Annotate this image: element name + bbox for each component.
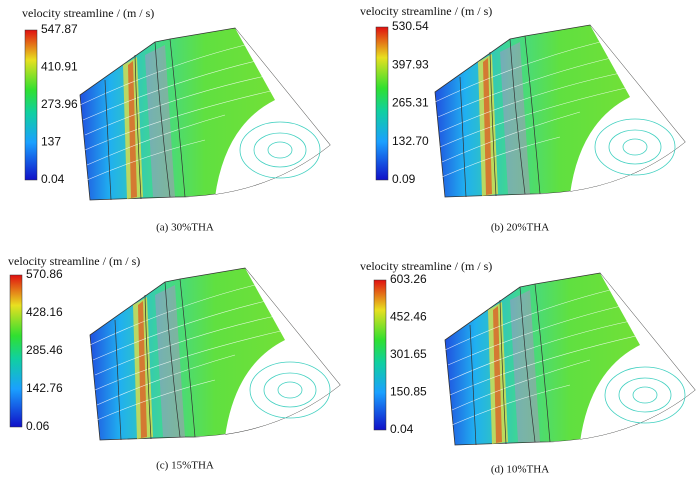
colorbar-tick-label: 0.09 — [392, 172, 416, 186]
colorbar-tick-label: 142.76 — [26, 381, 63, 395]
colorbar-tick-label: 397.93 — [392, 57, 429, 71]
colorbar-tick-label: 0.06 — [26, 419, 50, 433]
colorbar-tick-label: 273.96 — [41, 97, 78, 111]
panel: velocity streamline / (m / s)530.54 397.9… — [360, 4, 686, 234]
colorbar-tick-label: 265.31 — [392, 96, 429, 110]
colorbar-tick-label: 452.46 — [390, 310, 427, 324]
flow-field — [444, 272, 696, 446]
colorbar-tick-label: 132.70 — [392, 134, 429, 148]
colorbar-tick-label: 0.04 — [390, 422, 414, 436]
colorbar-tick-label: 410.91 — [41, 60, 78, 74]
caption: (d) 10%THA — [491, 464, 549, 476]
colorbar-title: velocity streamline / (m / s) — [8, 254, 140, 268]
caption: (c) 15%THA — [156, 460, 214, 472]
colorbar-tick-label: 428.16 — [26, 305, 63, 319]
colorbar-tick-label: 0.04 — [41, 172, 65, 186]
colorbar-tick-label: 603.26 — [390, 272, 427, 286]
flow-field — [434, 24, 686, 198]
colorbar-title: velocity streamline / (m / s) — [360, 259, 492, 273]
colorbar-tick-label: 285.46 — [26, 343, 63, 357]
colorbar — [24, 29, 38, 181]
colorbar-tick-label: 547.87 — [41, 22, 78, 36]
colorbar-tick-label: 530.54 — [392, 19, 429, 33]
colorbar — [375, 26, 389, 181]
colorbar-tick-label: 137 — [41, 135, 61, 149]
colorbar-tick-label: 301.65 — [390, 347, 427, 361]
flow-field — [79, 27, 331, 201]
caption: (a) 30%THA — [156, 222, 214, 234]
colorbar — [9, 274, 23, 428]
colorbar-tick-label: 570.86 — [26, 267, 63, 281]
colorbar — [373, 279, 387, 431]
colorbar-tick-label: 150.85 — [390, 385, 427, 399]
panel: velocity streamline / (m / s)570.86 428.1… — [8, 254, 341, 472]
panel: velocity streamline / (m / s) 547.87 410.9… — [22, 6, 331, 234]
flow-field — [89, 267, 341, 441]
colorbar-title: velocity streamline / (m / s) — [360, 4, 492, 18]
caption: (b) 20%THA — [491, 222, 549, 234]
panel: velocity streamline / (m / s)603.26 452.4… — [360, 259, 696, 476]
colorbar-title: velocity streamline / (m / s) — [22, 6, 154, 20]
